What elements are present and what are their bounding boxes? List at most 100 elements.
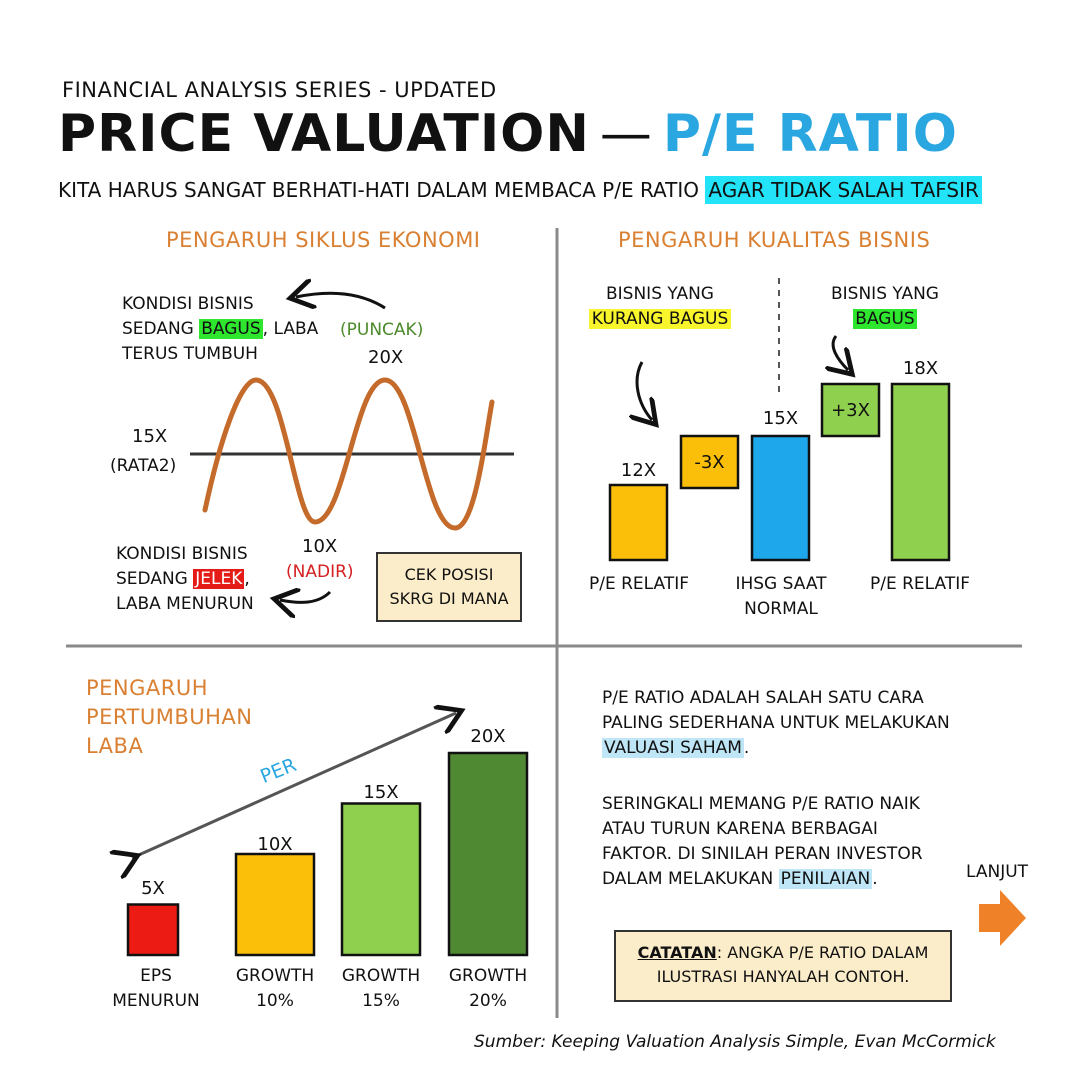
good-line-2-c: , LABA — [262, 319, 319, 339]
quality-bar-ihsg — [750, 434, 811, 562]
growth-caption-10: GROWTH 10% — [228, 964, 322, 1014]
subtitle: KITA HARUS SANGAT BERHATI-HATI DALAM MEM… — [58, 176, 982, 204]
quality-value-18x: 18x — [902, 358, 939, 379]
p2-end: . — [872, 869, 878, 889]
weak-highlight: KURANG BAGUS — [588, 309, 732, 329]
next-label[interactable]: LANJUT — [966, 862, 1029, 882]
title-accent: P/E RATIO — [662, 104, 958, 164]
growth-bar-15x — [340, 802, 422, 957]
eps-caption-line-2: MENURUN — [112, 991, 200, 1011]
peak-value: 20x — [368, 347, 404, 368]
bad-line-2: SEDANG JELEK, — [116, 567, 254, 592]
bad-line-1: KONDISI BISNIS — [116, 544, 248, 564]
strong-business-label: BISNIS YANG BAGUS — [810, 282, 960, 332]
note-label: CATATAN — [637, 943, 717, 962]
quality-caption-weak: P/E RELATIF — [588, 574, 690, 594]
p1-line-1: P/E RATIO ADALAH SALAH SATU CARA — [602, 688, 924, 708]
growth-caption-eps: EPS MENURUN — [108, 964, 204, 1014]
subtitle-text: KITA HARUS SANGAT BERHATI-HATI DALAM MEM… — [58, 178, 700, 202]
good-condition-text: KONDISI BISNIS SEDANG BAGUS, LABA TERUS … — [122, 292, 318, 367]
arrow-to-weak-bar — [637, 361, 652, 420]
g15-caption-line-1: GROWTH — [341, 966, 421, 986]
arrow-to-plus-bar — [833, 335, 848, 370]
quality-caption-strong: P/E RELATIF — [869, 574, 971, 594]
bad-line-2-a: SEDANG — [116, 569, 194, 589]
p2-line-3: FAKTOR. DI SINILAH PERAN INVESTOR — [602, 844, 923, 864]
arrow-to-good-condition — [296, 293, 386, 308]
quality-bar-plus-3x — [820, 382, 881, 438]
p2-highlight: PENILAIAN — [778, 869, 873, 889]
p2-line-2: ATAU TURUN KARENA BERBAGAI — [602, 819, 878, 839]
weak-line-1: BISNIS YANG — [606, 284, 714, 304]
arrow-to-bad-condition — [280, 592, 332, 602]
eps-caption-line-1: EPS — [140, 966, 172, 986]
g10-caption-line-2: 10% — [256, 991, 294, 1011]
p1-line-2: PALING SEDERHANA UNTUK MELAKUKAN — [602, 713, 950, 733]
growth-bars — [126, 751, 529, 957]
average-value: 15x — [132, 426, 168, 447]
growth-heading-line-3: LABA — [86, 734, 144, 758]
good-highlight: BAGUS — [199, 319, 263, 339]
growth-bar-20x — [447, 751, 529, 957]
g15-caption-line-2: 15% — [362, 991, 400, 1011]
ihsg-caption-line-2: NORMAL — [744, 599, 818, 619]
g20-caption-line-2: 20% — [469, 991, 507, 1011]
subtitle-highlight: AGAR TIDAK SALAH TAFSIR — [705, 176, 982, 204]
paragraph-2: SERINGKALI MEMANG P/E RATIO NAIK ATAU TU… — [602, 792, 923, 892]
disclaimer-note: CATATAN: ANGKA P/E RATIO DALAM ILUSTRASI… — [614, 930, 952, 1002]
quality-caption-ihsg: IHSG SAAT NORMAL — [716, 572, 846, 622]
quality-value-minus-3x: -3x — [694, 452, 725, 473]
trough-label: (NADIR) — [286, 562, 354, 582]
strong-highlight: BAGUS — [853, 309, 917, 329]
quality-value-plus-3x: +3x — [831, 400, 870, 421]
growth-heading-line-1: PENGARUH — [86, 676, 209, 700]
growth-value-15x: 15x — [363, 782, 399, 803]
good-line-3: TERUS TUMBUH — [122, 344, 258, 364]
check-line-2: SKRG DI MANA — [389, 589, 509, 608]
growth-caption-15: GROWTH 15% — [334, 964, 428, 1014]
page-title: PRICE VALUATION — P/E RATIO — [58, 104, 958, 164]
quality-bar-pe-relatif-strong — [890, 382, 951, 562]
series-label: FINANCIAL ANALYSIS SERIES - UPDATED — [62, 78, 497, 102]
check-line-1: CEK POSISI — [404, 565, 494, 584]
bad-line-2-c: , — [244, 569, 250, 589]
trough-value: 10x — [302, 536, 338, 557]
growth-heading-line-2: PERTUMBUHAN — [86, 705, 253, 729]
cycle-wave — [202, 377, 495, 531]
p2-line-4-a: DALAM MELAKUKAN — [602, 869, 779, 889]
title-main: PRICE VALUATION — [58, 104, 590, 164]
growth-bar-10x — [234, 852, 316, 957]
good-line-2-a: SEDANG — [122, 319, 200, 339]
quality-value-12x: 12x — [620, 460, 657, 481]
check-position-note: CEK POSISI SKRG DI MANA — [376, 552, 522, 622]
per-diagonal-arrow — [132, 713, 456, 858]
quality-value-15x: 15x — [762, 408, 799, 429]
title-dash: — — [599, 104, 653, 164]
paragraph-1: P/E RATIO ADALAH SALAH SATU CARA PALING … — [602, 686, 950, 761]
weak-business-label: BISNIS YANG KURANG BAGUS — [586, 282, 734, 332]
p1-line-3: VALUASI SAHAM. — [602, 736, 950, 761]
bad-highlight: JELEK — [193, 569, 245, 589]
source-citation: Sumber: Keeping Valuation Analysis Simpl… — [474, 1032, 996, 1052]
average-label: (RATA2) — [110, 456, 177, 476]
g10-caption-line-1: GROWTH — [235, 966, 315, 986]
next-arrow-icon — [979, 890, 1026, 946]
bad-condition-text: KONDISI BISNIS SEDANG JELEK, LABA MENURU… — [116, 542, 254, 617]
good-line-1: KONDISI BISNIS — [122, 294, 254, 314]
growth-caption-20: GROWTH 20% — [441, 964, 535, 1014]
note-rest: : ANGKA P/E RATIO DALAM — [716, 943, 929, 962]
growth-value-20x: 20x — [470, 726, 506, 747]
growth-value-5x: 5x — [141, 878, 165, 899]
cycle-heading: PENGARUH SIKLUS EKONOMI — [166, 228, 481, 252]
note-line-1: CATATAN: ANGKA P/E RATIO DALAM — [616, 941, 950, 965]
quality-bar-pe-relatif-weak — [608, 483, 669, 562]
p2-line-4: DALAM MELAKUKAN PENILAIAN. — [602, 867, 923, 892]
ihsg-caption-line-1: IHSG SAAT — [735, 574, 827, 594]
growth-heading: PENGARUH PERTUMBUHAN LABA — [86, 674, 252, 761]
growth-value-10x: 10x — [257, 834, 293, 855]
note-line-2: ILUSTRASI HANYALAH CONTOH. — [656, 967, 910, 986]
strong-line-2: BAGUS — [810, 307, 960, 332]
bad-line-3: LABA MENURUN — [116, 594, 254, 614]
p1-end: . — [743, 738, 750, 758]
